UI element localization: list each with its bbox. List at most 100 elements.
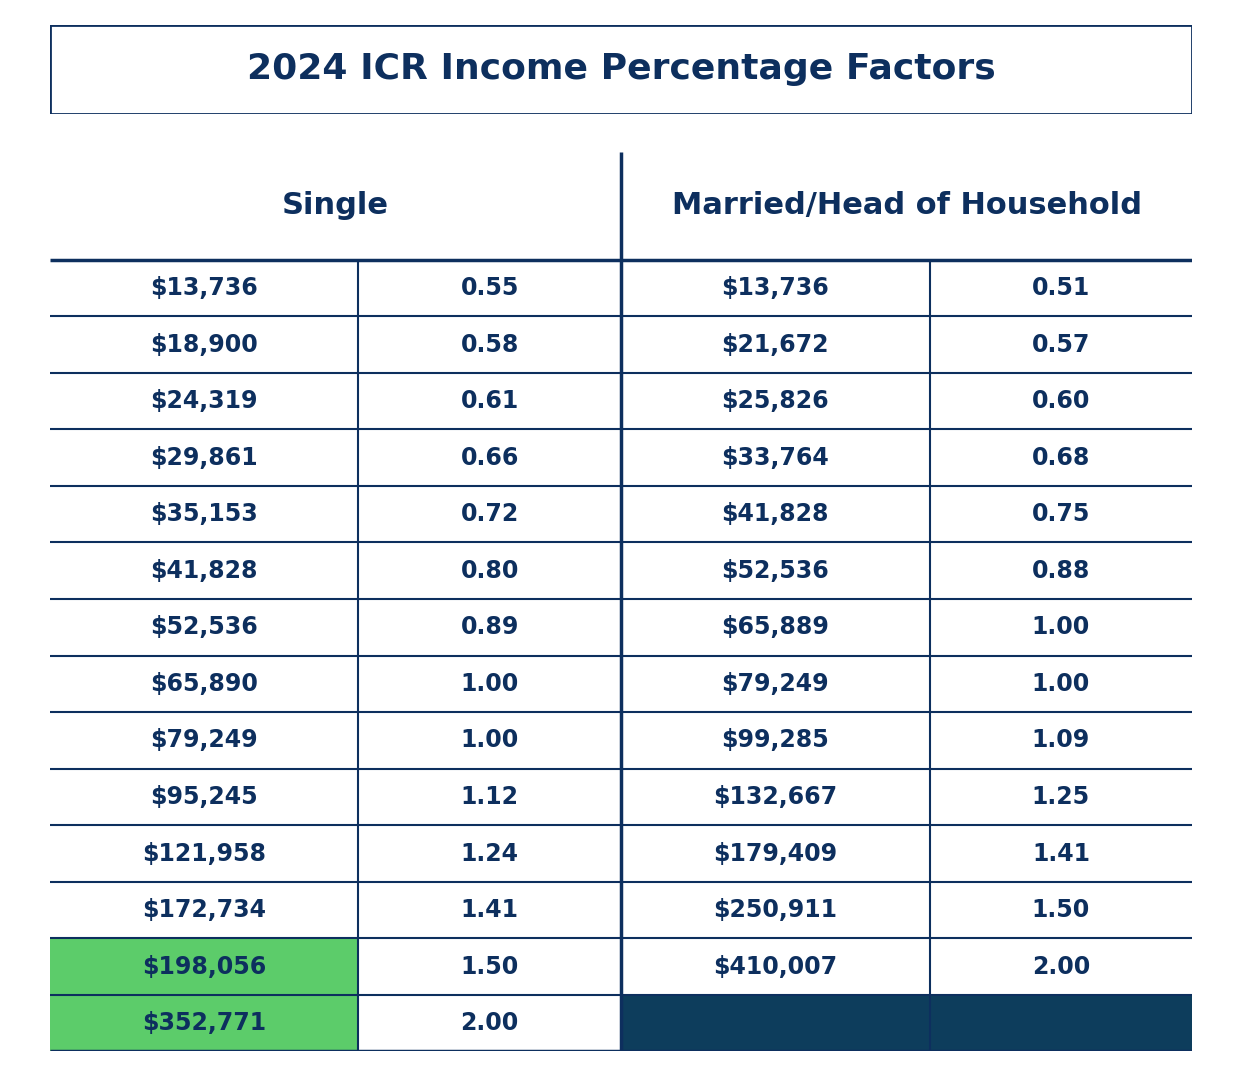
Text: $29,861: $29,861 [150,446,258,469]
Bar [358,599,621,656]
Bar [50,542,358,599]
Bar [358,373,621,429]
Text: 1.12: 1.12 [461,785,519,809]
Text: $33,764: $33,764 [722,446,830,469]
Text: 1.41: 1.41 [461,899,519,922]
Bar [621,542,1192,599]
Bar [358,712,621,769]
Text: 1.00: 1.00 [1032,616,1090,640]
Text: 0.57: 0.57 [1032,333,1090,357]
Text: $13,736: $13,736 [150,276,258,300]
Text: 0.75: 0.75 [1032,502,1090,526]
Bar [50,373,358,429]
Text: 0.89: 0.89 [461,616,519,640]
Text: 0.88: 0.88 [1032,558,1090,583]
Text: Married/Head of Household: Married/Head of Household [672,191,1141,220]
Bar [358,769,621,825]
Text: 0.80: 0.80 [461,558,519,583]
Bar [358,939,621,995]
Bar [50,317,358,373]
Bar [50,712,358,769]
Text: $35,153: $35,153 [150,502,258,526]
Bar [358,881,621,939]
Bar [621,373,1192,429]
Bar [358,995,621,1051]
Text: 0.72: 0.72 [461,502,519,526]
Text: $172,734: $172,734 [142,899,266,922]
Text: 0.66: 0.66 [461,446,519,469]
Text: $25,826: $25,826 [722,389,830,413]
Text: 1.00: 1.00 [1032,672,1090,696]
Text: $21,672: $21,672 [722,333,828,357]
Bar [50,881,358,939]
Bar [358,486,621,542]
Bar [358,542,621,599]
Bar [621,486,1192,542]
Bar [358,317,621,373]
Text: 0.61: 0.61 [461,389,519,413]
Text: 2.00: 2.00 [1032,955,1090,979]
Text: $65,889: $65,889 [722,616,830,640]
Text: Single: Single [282,191,389,220]
Text: 1.09: 1.09 [1032,728,1090,752]
Text: $95,245: $95,245 [150,785,258,809]
Text: 0.51: 0.51 [1032,276,1090,300]
Text: $52,536: $52,536 [722,558,830,583]
Text: $179,409: $179,409 [713,841,837,865]
Text: $121,958: $121,958 [142,841,266,865]
Bar [621,599,1192,656]
Text: $79,249: $79,249 [150,728,258,752]
Text: 0.68: 0.68 [1032,446,1090,469]
Bar [358,825,621,881]
Bar [50,260,358,317]
Text: $198,056: $198,056 [142,955,266,979]
Text: 0.58: 0.58 [461,333,519,357]
Text: $41,828: $41,828 [722,502,828,526]
Text: $132,667: $132,667 [713,785,837,809]
Bar [621,712,1192,769]
Text: 2.00: 2.00 [461,1011,519,1035]
Bar [50,429,358,486]
Text: 1.00: 1.00 [461,728,519,752]
Bar [621,881,1192,939]
Bar [621,769,1192,825]
Bar [621,429,1192,486]
Text: 0.55: 0.55 [461,276,519,300]
Text: $18,900: $18,900 [150,333,258,357]
Text: $410,007: $410,007 [713,955,837,979]
Text: $52,536: $52,536 [150,616,258,640]
Text: $352,771: $352,771 [142,1011,266,1035]
Text: 2024 ICR Income Percentage Factors: 2024 ICR Income Percentage Factors [247,52,995,87]
Text: $41,828: $41,828 [150,558,257,583]
Text: $79,249: $79,249 [722,672,830,696]
Text: 1.25: 1.25 [1032,785,1090,809]
Bar [50,152,1192,260]
Bar [621,260,1192,317]
Bar [50,825,358,881]
Text: $13,736: $13,736 [722,276,830,300]
Text: 1.41: 1.41 [1032,841,1090,865]
Bar [621,317,1192,373]
Bar [50,769,358,825]
Bar [621,995,1192,1051]
Bar [50,656,358,712]
Text: 1.50: 1.50 [461,955,519,979]
Text: $24,319: $24,319 [150,389,257,413]
Text: 1.50: 1.50 [1032,899,1090,922]
Bar [50,486,358,542]
Bar [358,429,621,486]
Text: $250,911: $250,911 [713,899,837,922]
Bar [621,939,1192,995]
Text: 0.60: 0.60 [1032,389,1090,413]
Bar [358,656,621,712]
Bar [50,939,358,995]
Text: 1.00: 1.00 [461,672,519,696]
Bar [358,260,621,317]
Text: $65,890: $65,890 [150,672,258,696]
Text: 1.24: 1.24 [461,841,519,865]
Bar [621,656,1192,712]
Bar [50,599,358,656]
Text: $99,285: $99,285 [722,728,830,752]
Bar [50,995,358,1051]
Bar [621,825,1192,881]
